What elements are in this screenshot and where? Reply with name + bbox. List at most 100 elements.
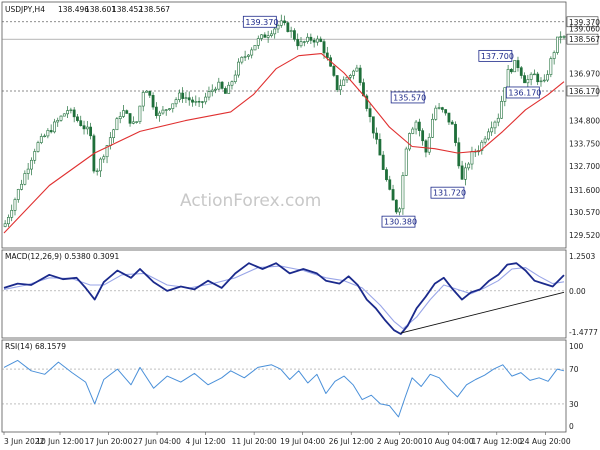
candle [559,31,563,44]
x-tick-label: 24 Aug 20:00 [520,437,571,446]
candle [312,37,316,48]
candle [352,69,356,80]
candle-body [302,41,306,43]
candle-body [10,210,14,218]
candle-body [46,130,50,137]
rsi-header: RSI(14) 68.1579 [5,342,66,351]
candle-body [529,73,533,80]
level-annotation-box [478,49,513,62]
ohlc-close: 138.567 [139,5,170,14]
candle [177,89,181,103]
candle-body [312,40,316,43]
candle [536,71,540,86]
candle [401,172,405,215]
candle-body [299,41,303,47]
macd-tick-label: -1.4777 [569,328,598,337]
candle [154,102,158,119]
price-tick-label: 132.700 [569,162,600,171]
candle [483,136,487,145]
candle-body [519,67,523,76]
candle [309,33,313,45]
candle [404,146,408,176]
candle [299,37,303,48]
candle-body [13,199,17,211]
candle-body [43,135,46,138]
candle [7,214,10,228]
level-annotation-label: 136.170 [508,88,541,97]
candle [463,162,467,186]
rsi-tick-label: 100 [569,342,584,351]
candle [197,97,201,107]
candle-body [243,56,247,58]
candle [533,69,536,76]
candle-body [207,91,211,98]
candle-body [378,139,382,156]
candle-body [204,96,208,103]
candle-body [408,133,411,150]
candle-body [223,88,227,94]
candle-body [510,68,513,73]
candle-body [490,127,494,133]
candle [283,15,286,26]
rsi-panel-frame [1,339,567,433]
candle [233,70,237,84]
candle-body [348,75,352,78]
candle [184,91,188,104]
candle-body [95,170,99,172]
candle-body [279,20,283,26]
candle [158,110,162,122]
candle [490,121,494,136]
candle-body [381,154,385,170]
candle-body [177,92,181,100]
candle-body [332,65,336,76]
candle-body [533,73,536,76]
watermark: ActionForex.com [180,191,321,211]
candle [473,148,477,157]
candle [171,103,175,113]
candle-body [391,189,395,201]
candle [270,30,273,38]
candle [141,90,145,112]
candle-body [483,138,487,143]
candle [358,64,362,86]
candle [243,50,247,61]
x-tick-label: 11 Jul 20:00 [232,437,277,446]
candle [385,167,388,182]
candle [440,106,444,113]
candle [368,102,372,123]
candle [335,75,339,93]
candle-body [506,68,510,88]
candle [365,93,369,112]
candle-body [99,158,102,172]
candle-body [250,49,254,56]
candle [417,118,421,137]
candle [552,50,556,65]
candle-body [16,189,20,200]
candle [10,204,14,222]
candle [138,105,142,125]
candle-body [158,112,162,116]
candle [506,65,510,88]
candle-body [112,129,116,138]
candle [302,40,306,47]
candle [46,128,50,139]
candle-body [467,163,471,169]
candle-body [266,35,270,38]
candle [56,117,60,127]
candle [496,113,500,127]
price-tick-label: 131.600 [569,186,600,195]
candle-body [230,81,234,86]
candle-body [148,90,152,96]
candle [253,45,257,51]
candle [26,162,30,180]
candle-body [141,92,145,107]
macd-trendline [400,291,565,334]
candle [260,34,263,42]
candle [223,86,227,94]
candle-body [263,34,267,38]
candle [43,133,46,138]
price-tick-label: 139.370 [569,18,600,27]
candle-body [33,151,37,161]
candle [250,47,254,59]
candle-body [253,45,257,51]
